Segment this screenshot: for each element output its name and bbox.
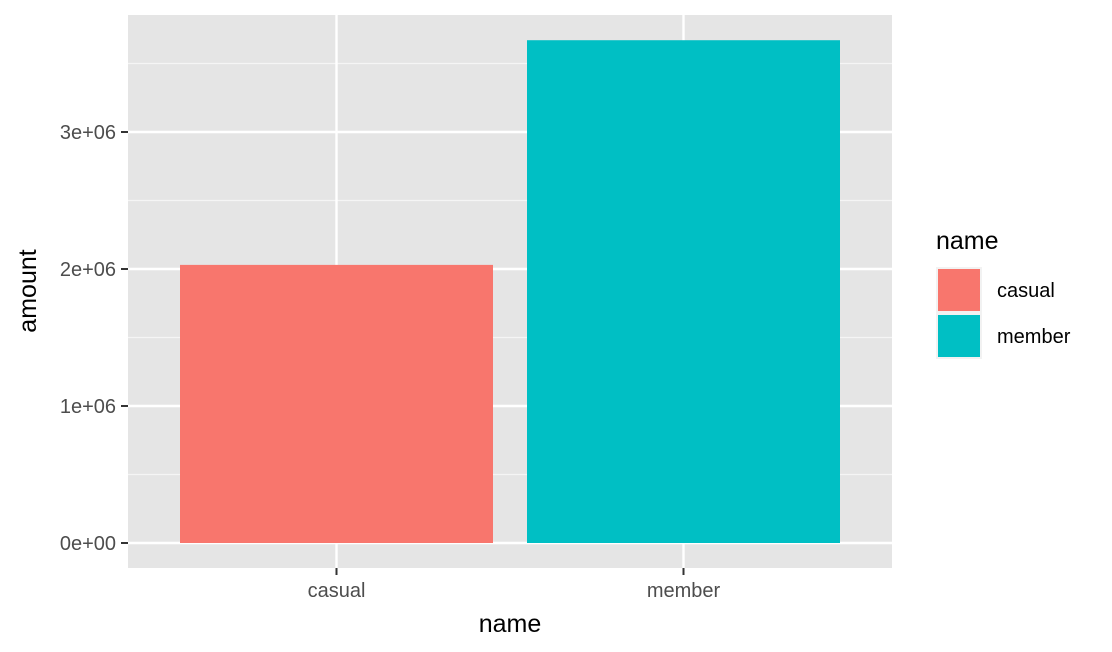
y-tick-label: 3e+06 xyxy=(60,122,116,144)
legend-title: name xyxy=(936,227,999,255)
x-axis: casual member xyxy=(308,568,721,602)
bar-casual xyxy=(180,264,493,543)
bar-member xyxy=(527,40,840,544)
legend-swatch-member xyxy=(938,315,980,357)
legend-label-casual: casual xyxy=(997,280,1055,302)
x-axis-title: name xyxy=(479,610,542,638)
x-tick-label: casual xyxy=(308,580,366,602)
y-axis: 0e+00 1e+06 2e+06 3e+06 xyxy=(60,122,128,555)
legend-swatch-casual xyxy=(938,269,980,311)
y-tick-label: 0e+00 xyxy=(60,533,116,555)
y-tick-label: 2e+06 xyxy=(60,259,116,281)
y-axis-title: amount xyxy=(14,249,42,332)
bars xyxy=(180,40,840,544)
y-tick-label: 1e+06 xyxy=(60,396,116,418)
legend-label-member: member xyxy=(997,326,1071,348)
x-tick-label: member xyxy=(647,580,721,602)
legend: name casual member xyxy=(936,227,1071,359)
